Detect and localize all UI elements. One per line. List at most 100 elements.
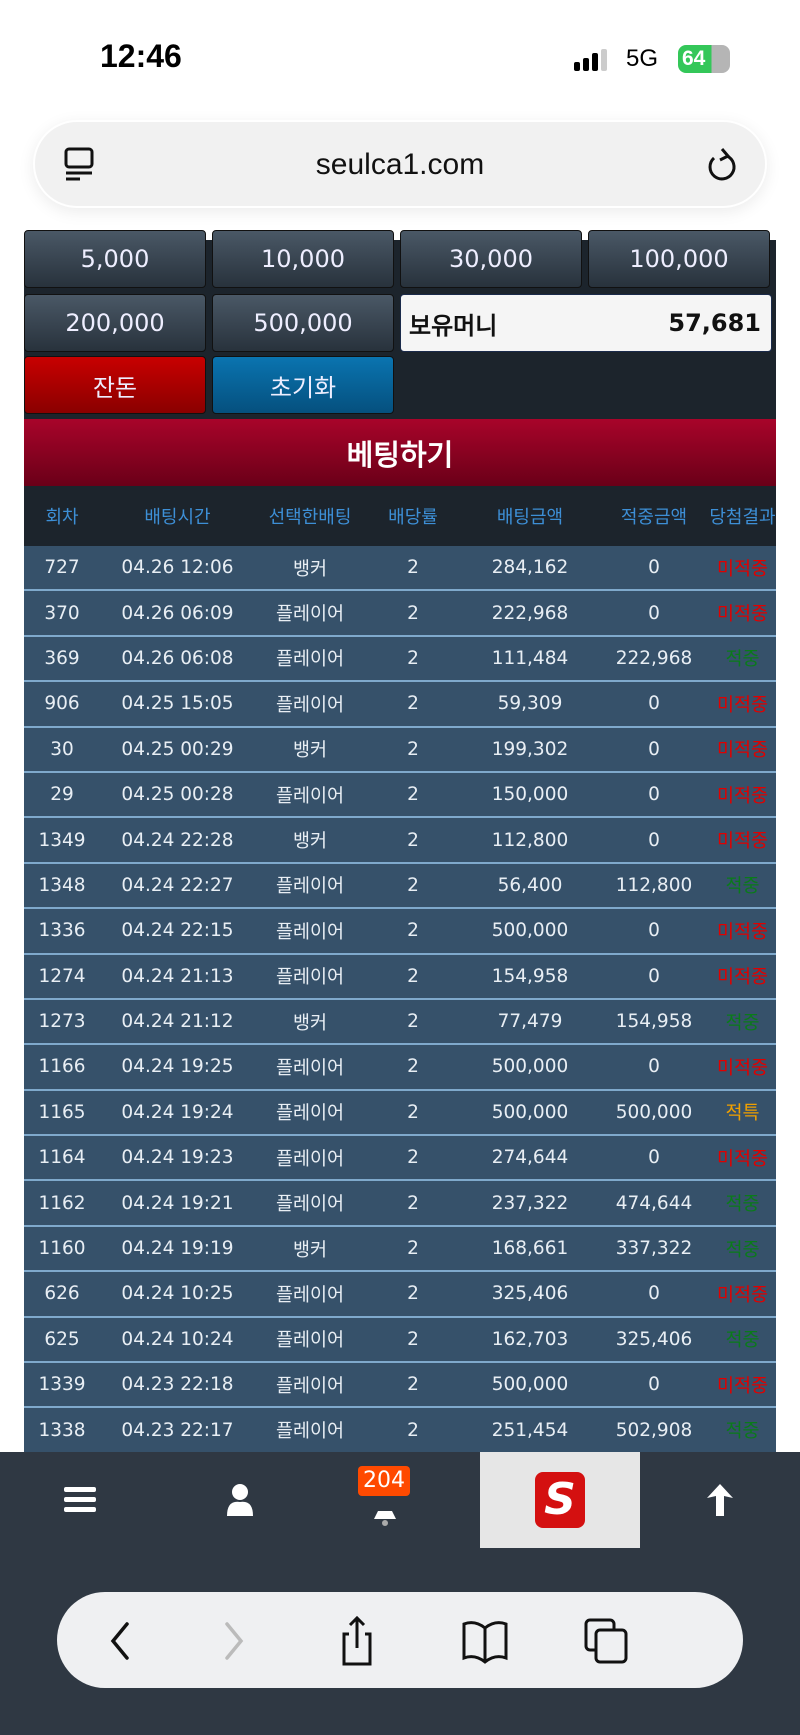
- cell-bet-amount: 500,000: [491, 1374, 569, 1396]
- cell-bet-amount: 199,302: [491, 738, 569, 760]
- table-row: 1166 04.24 19:25 플레이어 2 500,000 0 미적중: [24, 1045, 776, 1091]
- cell-time: 04.24 10:25: [121, 1283, 234, 1305]
- url-text[interactable]: seulca1.com: [315, 148, 485, 181]
- cell-round: 369: [44, 647, 80, 669]
- cell-bet-amount: 77,479: [497, 1011, 563, 1033]
- cell-choice: 뱅커: [292, 1012, 328, 1034]
- back-icon[interactable]: [97, 1616, 147, 1666]
- cell-choice: 플레이어: [275, 649, 345, 671]
- site-logo[interactable]: S: [480, 1452, 640, 1548]
- menu-icon[interactable]: [40, 1452, 120, 1548]
- table-row: 1338 04.23 22:17 플레이어 2 251,454 502,908 적중: [24, 1408, 776, 1454]
- cell-odds: 2: [407, 1328, 419, 1350]
- cell-win-amount: 154,958: [615, 1011, 693, 1033]
- cell-win-amount: 500,000: [615, 1101, 693, 1123]
- cell-win-amount: 0: [648, 920, 660, 942]
- cell-choice: 플레이어: [275, 1421, 345, 1443]
- table-row: 1273 04.24 21:12 뱅커 2 77,479 154,958 적중: [24, 999, 776, 1046]
- chip-100000[interactable]: 100,000: [588, 230, 770, 288]
- cell-bet-amount: 500,000: [491, 1056, 569, 1078]
- share-icon[interactable]: [332, 1616, 382, 1666]
- reset-button[interactable]: 초기화: [212, 356, 394, 414]
- bookmarks-icon[interactable]: [460, 1616, 510, 1666]
- cell-round: 1336: [38, 920, 86, 942]
- cell-time: 04.23 22:18: [121, 1374, 234, 1396]
- cell-choice: 플레이어: [275, 1194, 345, 1216]
- table-row: 625 04.24 10:24 플레이어 2 162,703 325,406 적중: [24, 1317, 776, 1364]
- cell-result: 적중: [725, 1239, 760, 1261]
- forward-icon[interactable]: [207, 1616, 257, 1666]
- header-bet-amount: 배팅금액: [496, 507, 564, 528]
- cell-time: 04.26 06:08: [121, 647, 234, 669]
- cell-round: 1274: [38, 965, 86, 987]
- status-bar: 12:46 5G 64: [0, 0, 800, 100]
- signal-icon: [574, 49, 607, 71]
- header-round: 회차: [45, 507, 79, 528]
- cell-win-amount: 0: [648, 557, 660, 579]
- user-icon[interactable]: [200, 1452, 280, 1548]
- cell-choice: 뱅커: [292, 740, 328, 762]
- cell-round: 1339: [38, 1374, 86, 1396]
- cell-round: 1349: [38, 829, 86, 851]
- cell-result: 적중: [725, 876, 760, 898]
- clock: 12:46: [100, 38, 182, 74]
- chip-500000[interactable]: 500,000: [212, 294, 394, 352]
- betting-panel: 5,000 10,000 30,000 100,000 200,000 500,…: [24, 230, 776, 1454]
- reload-icon[interactable]: [705, 146, 739, 184]
- cell-choice: 플레이어: [275, 1148, 345, 1170]
- table-row: 1160 04.24 19:19 뱅커 2 168,661 337,322 적중: [24, 1226, 776, 1273]
- cell-odds: 2: [407, 1101, 419, 1123]
- cell-result: 미적중: [716, 921, 769, 943]
- cell-time: 04.24 10:24: [121, 1328, 234, 1350]
- cell-win-amount: 337,322: [615, 1238, 693, 1260]
- cell-round: 1162: [38, 1192, 86, 1214]
- cell-result: 적중: [725, 1012, 760, 1034]
- cell-round: 1348: [38, 874, 86, 896]
- arrow-up-icon[interactable]: [680, 1452, 760, 1548]
- cell-choice: 플레이어: [275, 1103, 345, 1125]
- address-bar[interactable]: seulca1.com: [33, 120, 767, 208]
- table-row: 626 04.24 10:25 플레이어 2 325,406 0 미적중: [24, 1272, 776, 1318]
- table-row: 1165 04.24 19:24 플레이어 2 500,000 500,000 적특: [24, 1090, 776, 1137]
- page-menu-icon[interactable]: [63, 146, 97, 182]
- cell-odds: 2: [407, 1147, 419, 1169]
- cell-choice: 플레이어: [275, 967, 345, 989]
- cell-time: 04.24 19:24: [121, 1101, 234, 1123]
- table-row: 727 04.26 12:06 뱅커 2 284,162 0 미적중: [24, 546, 776, 592]
- notification-badge: 204: [358, 1466, 410, 1496]
- tabs-icon[interactable]: [582, 1616, 632, 1666]
- table-row: 1349 04.24 22:28 뱅커 2 112,800 0 미적중: [24, 818, 776, 864]
- cell-odds: 2: [407, 738, 419, 760]
- logo-mark: S: [535, 1472, 585, 1528]
- chip-200000[interactable]: 200,000: [24, 294, 206, 352]
- cell-round: 1160: [38, 1238, 86, 1260]
- cell-time: 04.24 19:25: [121, 1056, 234, 1078]
- cell-bet-amount: 274,644: [491, 1147, 569, 1169]
- cell-time: 04.26 12:06: [121, 557, 234, 579]
- cell-time: 04.23 22:17: [121, 1419, 234, 1441]
- cell-result: 미적중: [716, 604, 769, 626]
- cell-result: 미적중: [716, 694, 769, 716]
- chip-5000[interactable]: 5,000: [24, 230, 206, 288]
- cell-odds: 2: [407, 602, 419, 624]
- cell-odds: 2: [407, 784, 419, 806]
- cell-win-amount: 502,908: [615, 1419, 693, 1441]
- table-row: 1274 04.24 21:13 플레이어 2 154,958 0 미적중: [24, 954, 776, 1000]
- chip-30000[interactable]: 30,000: [400, 230, 582, 288]
- place-bet-button[interactable]: 베팅하기: [24, 419, 776, 486]
- cell-bet-amount: 150,000: [491, 784, 569, 806]
- cell-odds: 2: [407, 647, 419, 669]
- bell-icon[interactable]: [350, 1452, 420, 1548]
- header-odds: 배당률: [388, 507, 438, 528]
- cell-win-amount: 0: [648, 602, 660, 624]
- cell-round: 625: [44, 1328, 80, 1350]
- header-win-amount: 적중금액: [620, 507, 688, 528]
- cell-odds: 2: [407, 1374, 419, 1396]
- cell-result: 적중: [725, 1421, 760, 1443]
- cell-result: 미적중: [716, 1284, 769, 1306]
- change-button[interactable]: 잔돈: [24, 356, 206, 414]
- cell-round: 727: [44, 557, 80, 579]
- cell-bet-amount: 284,162: [491, 557, 569, 579]
- chip-10000[interactable]: 10,000: [212, 230, 394, 288]
- table-row: 30 04.25 00:29 뱅커 2 199,302 0 미적중: [24, 727, 776, 773]
